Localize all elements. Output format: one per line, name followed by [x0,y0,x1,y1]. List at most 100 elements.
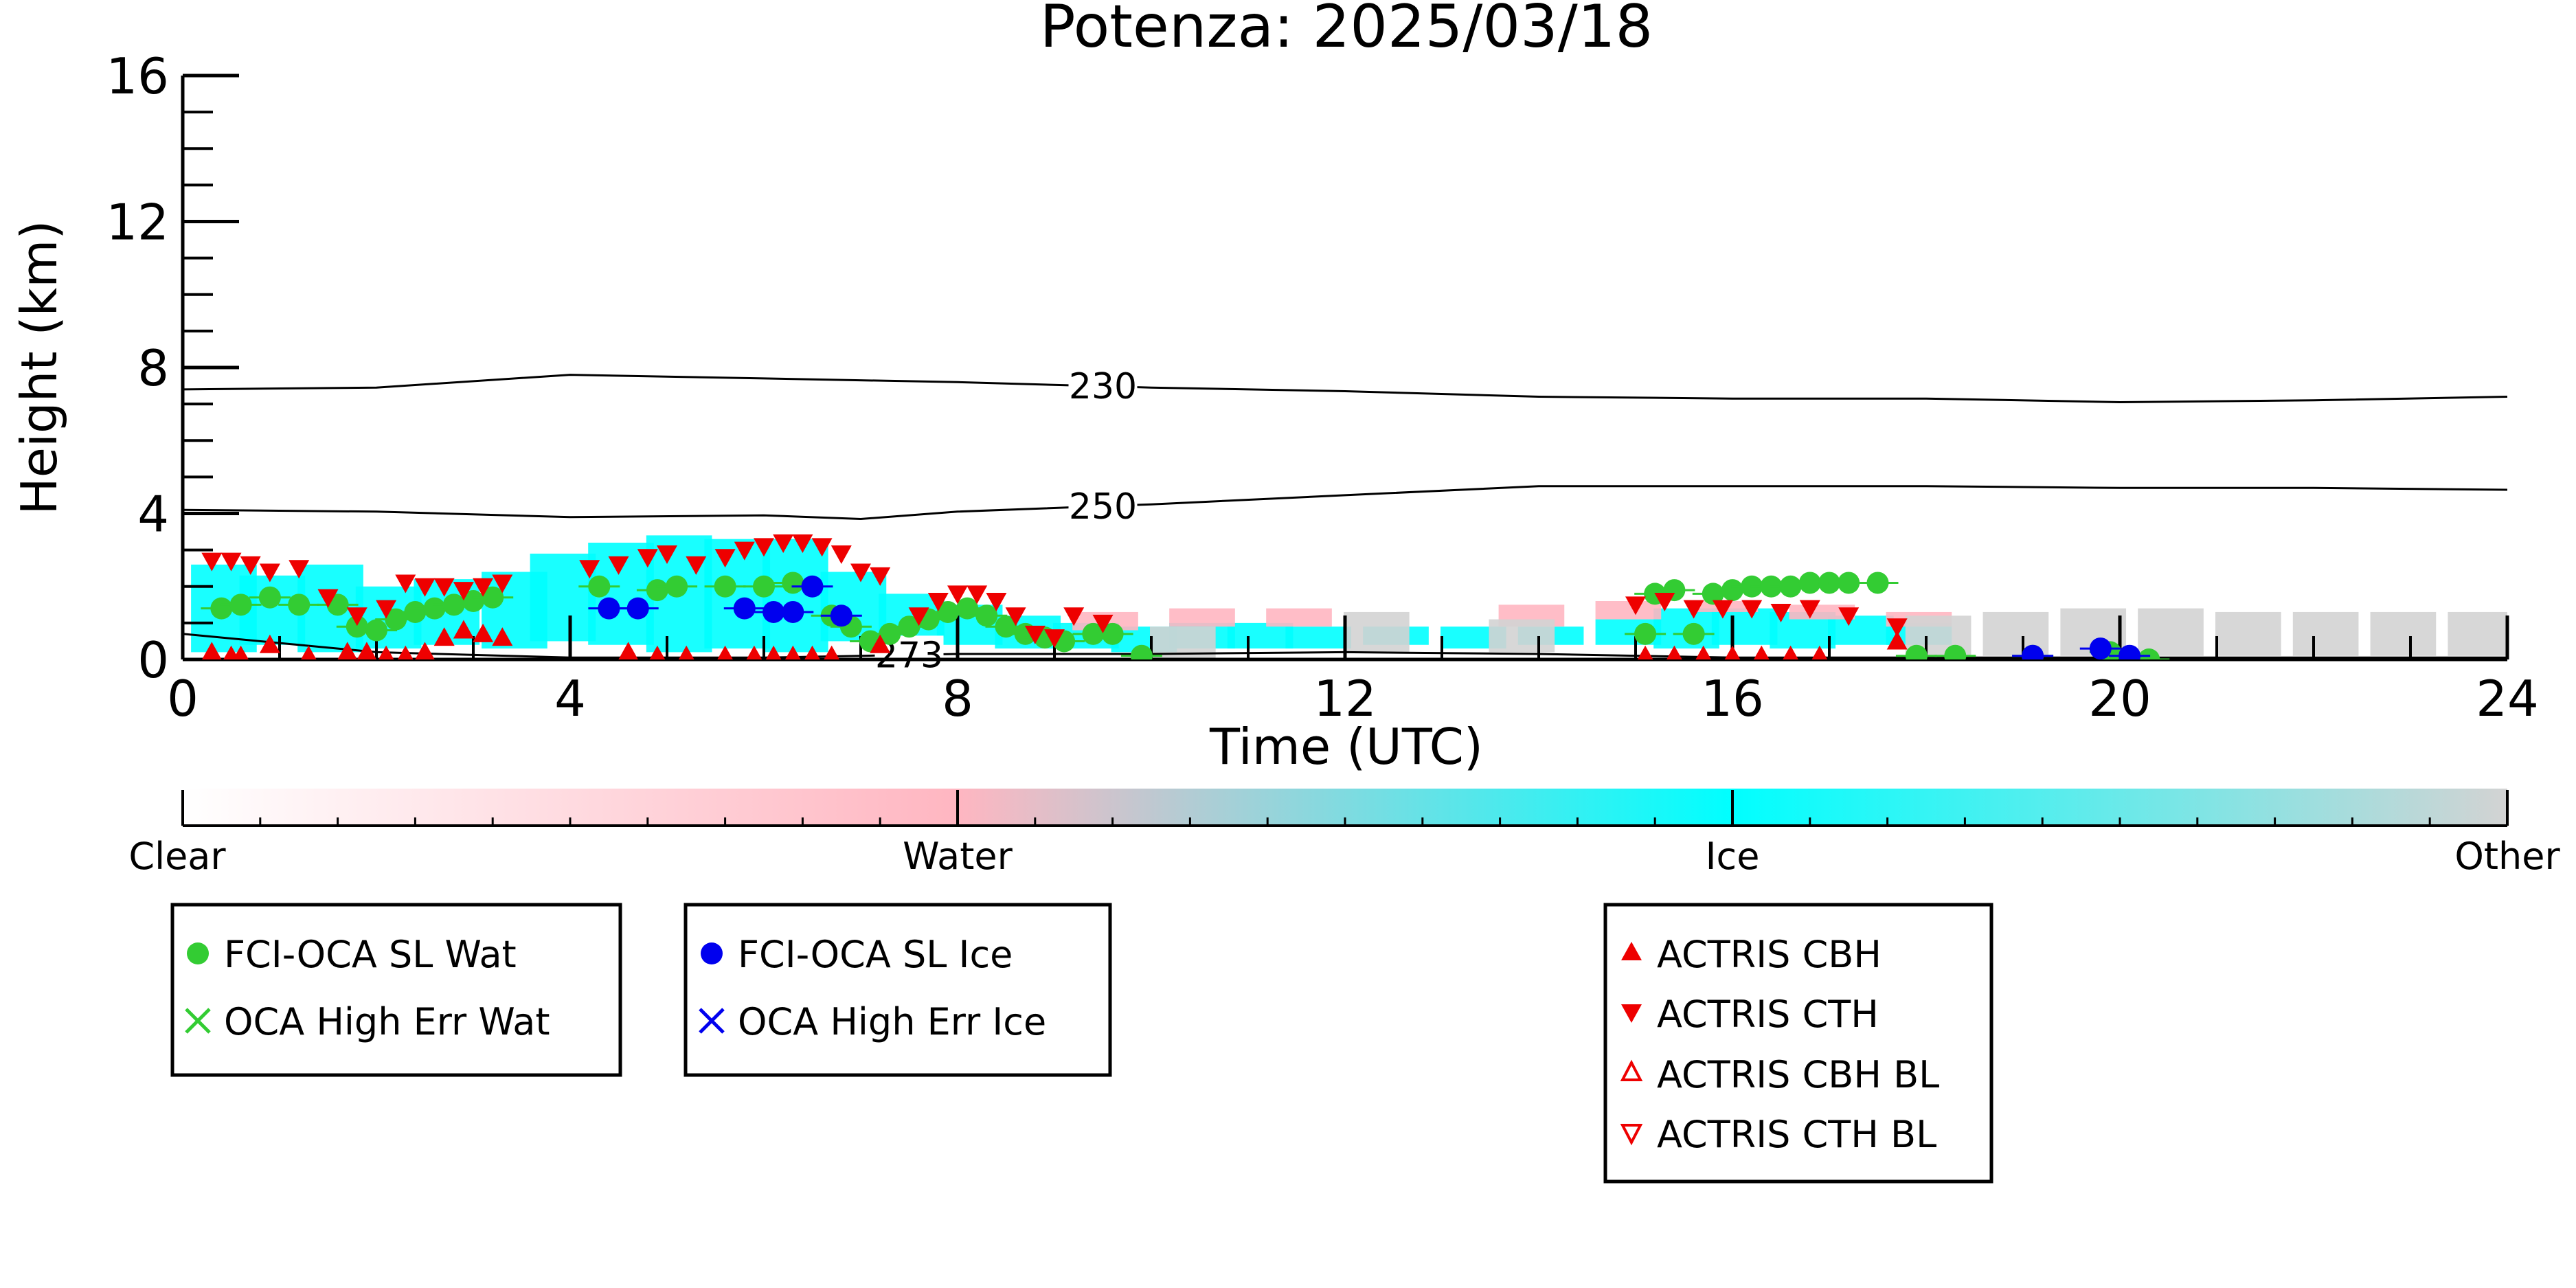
x-tick-label-4: 16 [1701,670,1764,727]
legend-label-fci-oca-sl-ice: FCI-OCA SL Ice [738,933,1013,976]
point-fci-oca-sl-wat-28 [995,615,1017,638]
curtain-ice-19 [1285,626,1352,649]
colorbar-label-ice: Ice [1706,835,1760,878]
point-actris-cth-13 [492,574,513,594]
point-actris-cbh-15 [649,645,666,659]
point-fci-oca-sl-wat-47 [1866,572,1889,594]
legend-marker-oca-high-err-ice [699,1008,725,1034]
point-fci-oca-sl-wat-15 [666,575,688,598]
legend-marker-actris-cbh-bl [1620,1059,1643,1081]
point-fci-oca-sl-wat-39 [1702,583,1724,605]
point-fci-oca-sl-ice-7 [2022,644,2044,659]
y-tick-label-3: 12 [106,194,169,251]
point-actris-cth-30 [947,585,968,605]
point-actris-cbh-10 [433,627,455,646]
point-actris-cbh-18 [746,645,762,659]
point-actris-cth-7 [376,600,397,619]
point-actris-cth-45 [1838,607,1860,626]
point-fci-oca-sl-ice-9 [2119,644,2141,659]
point-fci-oca-sl-wat-26 [956,597,979,620]
point-actris-cbh-16 [678,645,694,659]
point-actris-cbh-13 [492,627,513,646]
point-actris-cbh-7 [378,645,394,659]
point-fci-oca-sl-wat-13 [588,575,611,598]
point-fci-oca-sl-wat-14 [646,579,668,602]
point-actris-cth-25 [831,545,852,564]
colorbar-label-clear: Clear [128,835,226,878]
point-actris-cth-15 [608,556,629,575]
curtain-ice-18 [1227,622,1293,649]
point-fci-oca-sl-wat-33 [1101,622,1124,645]
point-actris-cth-17 [657,545,677,564]
point-actris-cbh-17 [717,645,733,659]
point-actris-cth-37 [1092,614,1114,633]
legend-water: FCI-OCA SL Wat OCA High Err Wat [170,903,622,1077]
point-actris-cth-32 [986,593,1007,611]
point-fci-oca-sl-wat-27 [975,605,998,627]
curtain-ice-27 [1828,615,1894,645]
legend-marker-fci-oca-sl-wat [187,942,209,964]
contour-label-230: 230 [1069,366,1137,407]
y-tick-label-2: 8 [137,339,169,397]
curtain-other-9 [2370,611,2437,656]
point-fci-oca-sl-wat-43 [1779,575,1802,598]
colorbar-label-other: Other [2454,835,2560,878]
point-actris-cbh-28 [1754,645,1770,659]
point-actris-cth-8 [395,574,416,594]
legend-label-oca-high-err-wat: OCA High Err Wat [224,1000,550,1043]
point-actris-cth-1 [221,552,242,572]
contour-line-230 [182,374,2508,404]
point-fci-oca-sl-wat-3 [288,594,310,616]
point-actris-cth-28 [908,607,929,626]
contour-label-bg-250 [1068,486,1138,526]
point-actris-cbh-6 [357,642,377,659]
legend-marker-actris-cth [1621,1004,1642,1023]
legend-marker-fci-oca-sl-ice [701,942,723,964]
point-fci-oca-sl-wat-22 [879,622,901,645]
curtain-other-2 [1489,619,1555,653]
chart-title: Potenza: 2025/03/18 [1040,0,1653,61]
point-actris-cbh-12 [473,623,494,642]
legend-label-fci-oca-sl-wat: FCI-OCA SL Wat [224,933,517,976]
curtain-other-7 [2215,611,2281,656]
point-fci-oca-sl-wat-40 [1721,579,1743,602]
point-fci-oca-sl-ice-5 [801,575,824,598]
point-actris-cbh-2 [233,645,249,659]
point-actris-cbh-30 [1811,645,1828,659]
point-actris-cth-42 [1741,600,1763,619]
point-actris-cbh-25 [1667,645,1682,659]
x-tick-label-6: 24 [2476,670,2539,727]
legend-label-actris-cbh: ACTRIS CBH [1657,933,1882,976]
point-actris-cth-22 [773,534,794,553]
x-tick-label-1: 4 [554,670,586,727]
point-fci-oca-sl-wat-10 [442,594,465,616]
point-actris-cbh-31 [1886,631,1908,650]
point-fci-oca-sl-wat-23 [898,615,920,638]
point-actris-cbh-9 [415,642,435,659]
point-actris-cth-0 [201,552,223,572]
point-fci-oca-sl-wat-17 [753,575,775,598]
legend-label-actris-cth-bl: ACTRIS CTH BL [1657,1113,1936,1156]
legend-marker-actris-cth-bl [1620,1124,1643,1146]
point-fci-oca-sl-wat-7 [385,608,407,631]
point-actris-cth-9 [414,578,436,597]
cloud-curtain [191,535,2507,659]
point-actris-cth-35 [1044,629,1065,648]
point-fci-oca-sl-wat-1 [229,594,252,616]
point-actris-cth-40 [1683,600,1704,619]
point-actris-cbh-24 [1637,645,1653,659]
point-fci-oca-sl-wat-0 [210,597,233,620]
point-fci-oca-sl-ice-8 [2089,637,2112,659]
x-tick-label-0: 0 [167,670,199,727]
point-fci-oca-sl-ice-4 [782,600,804,623]
x-tick-label-5: 20 [2088,670,2151,727]
legend-ice: FCI-OCA SL Ice OCA High Err Ice [683,903,1112,1077]
point-fci-oca-sl-wat-11 [462,590,484,612]
curtain-other-8 [2292,611,2359,656]
legend-ice-box [683,903,1112,1077]
point-fci-oca-sl-wat-8 [404,600,427,623]
legend-water-box [170,903,622,1077]
point-fci-oca-sl-wat-6 [365,619,387,642]
point-fci-oca-sl-wat-5 [346,615,368,638]
